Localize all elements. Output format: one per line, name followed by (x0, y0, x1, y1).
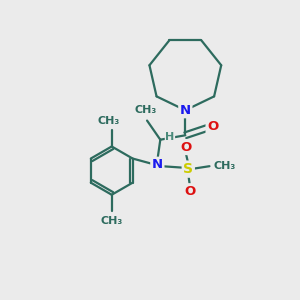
Text: H: H (165, 132, 175, 142)
Text: CH₃: CH₃ (100, 216, 123, 226)
Text: O: O (207, 120, 218, 133)
Text: N: N (180, 104, 191, 117)
Text: CH₃: CH₃ (98, 116, 120, 126)
Text: O: O (180, 141, 191, 154)
Text: O: O (184, 185, 195, 198)
Text: S: S (183, 162, 193, 176)
Text: N: N (152, 158, 163, 171)
Text: CH₃: CH₃ (134, 105, 157, 115)
Text: CH₃: CH₃ (213, 161, 235, 171)
